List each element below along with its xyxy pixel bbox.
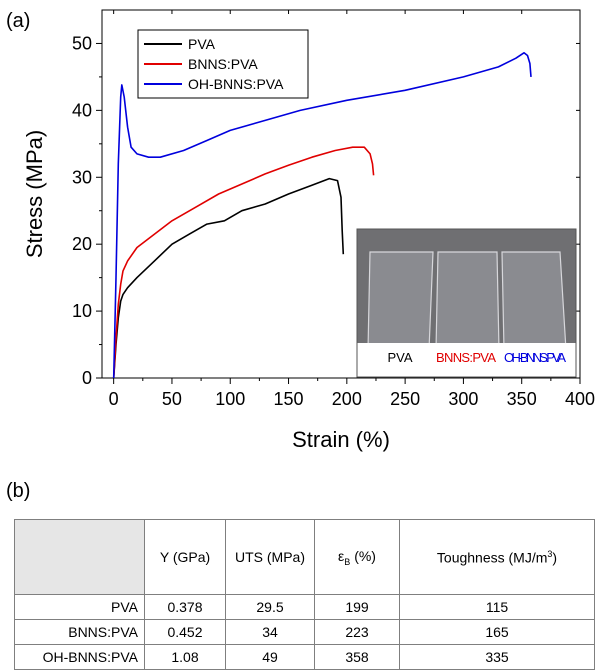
x-axis-title: Strain (%) [292, 427, 390, 452]
x-tick-label: 0 [109, 389, 119, 409]
y-tick-label: 30 [72, 167, 92, 187]
table-cell: 29.5 [225, 594, 315, 620]
stress-strain-chart: 0 50 100 150 200 250 300 350 400 0 10 20 30 40 50 Strai… [22, 9, 595, 452]
x-tick-label: 100 [215, 389, 245, 409]
legend-label: OH-BNNS:PVA [188, 76, 284, 92]
x-tick-label: 300 [448, 389, 478, 409]
legend-label: PVA [188, 36, 216, 52]
x-tick-label: 350 [507, 389, 537, 409]
inset-film-3 [501, 251, 567, 351]
inset-label: BNNS:PVA [436, 350, 496, 365]
table-cell: 0.378 [144, 594, 226, 620]
y-axis-title: Stress (MPa) [22, 130, 47, 258]
inset-label: PVA [387, 350, 412, 365]
table-row: PVA 0.378 29.5 199 115 [14, 594, 595, 620]
table-cell: 0.452 [144, 619, 226, 645]
header-uts: UTS (MPa) [225, 519, 315, 595]
table-row: OH-BNNS:PVA 1.08 49 358 335 [14, 644, 595, 670]
inset-label: OH-BNNS:PVA [504, 350, 566, 365]
legend-label: BNNS:PVA [188, 56, 258, 72]
table-cell: 335 [399, 644, 595, 670]
table-cell: 358 [314, 644, 400, 670]
table-cell: 115 [399, 594, 595, 620]
table-cell: 49 [225, 644, 315, 670]
panel-label-b: (b) [6, 480, 31, 502]
header-toughness: Toughness (MJ/m3) [399, 519, 595, 595]
table-cell: 165 [399, 619, 595, 645]
y-tick-label: 10 [72, 301, 92, 321]
header-elongation: εB (%) [314, 519, 400, 595]
inset-film-1 [367, 251, 434, 351]
epsilon-symbol: εB [338, 547, 351, 567]
row-name: OH-BNNS:PVA [14, 644, 145, 670]
table-row: BNNS:PVA 0.452 34 223 165 [14, 619, 595, 645]
row-name: BNNS:PVA [14, 619, 145, 645]
y-tick-label: 20 [72, 234, 92, 254]
header-youngs-modulus: Y (GPa) [144, 519, 226, 595]
x-tick-label: 250 [390, 389, 420, 409]
table-cell: 199 [314, 594, 400, 620]
y-tick-label: 50 [72, 33, 92, 53]
table-corner-cell [14, 519, 145, 595]
inset-label-strip [357, 343, 576, 377]
x-tick-label: 200 [332, 389, 362, 409]
table-cell: 1.08 [144, 644, 226, 670]
series-line-1 [112, 177, 345, 379]
table-cell: 34 [225, 619, 315, 645]
series-line-3 [112, 52, 532, 379]
figure: (a) 0 50 100 150 200 250 300 350 400 0 10 20 30 40 50 S… [6, 9, 595, 670]
properties-table: Y (GPa) UTS (MPa) εB (%) Toughness (MJ/m… [14, 519, 595, 670]
inset-photo-frame [356, 228, 577, 378]
panel-label-a: (a) [6, 10, 31, 32]
plot-frame [101, 9, 581, 379]
y-tick-label: 0 [82, 368, 92, 388]
table-cell: 223 [314, 619, 400, 645]
inset-film-2 [435, 251, 500, 351]
x-tick-label: 150 [274, 389, 304, 409]
series-line-2 [112, 146, 375, 379]
table-header-row: Y (GPa) UTS (MPa) εB (%) Toughness (MJ/m… [14, 519, 595, 595]
x-tick-label: 50 [162, 389, 182, 409]
x-tick-label: 400 [565, 389, 595, 409]
y-tick-label: 40 [72, 100, 92, 120]
row-name: PVA [14, 594, 145, 620]
